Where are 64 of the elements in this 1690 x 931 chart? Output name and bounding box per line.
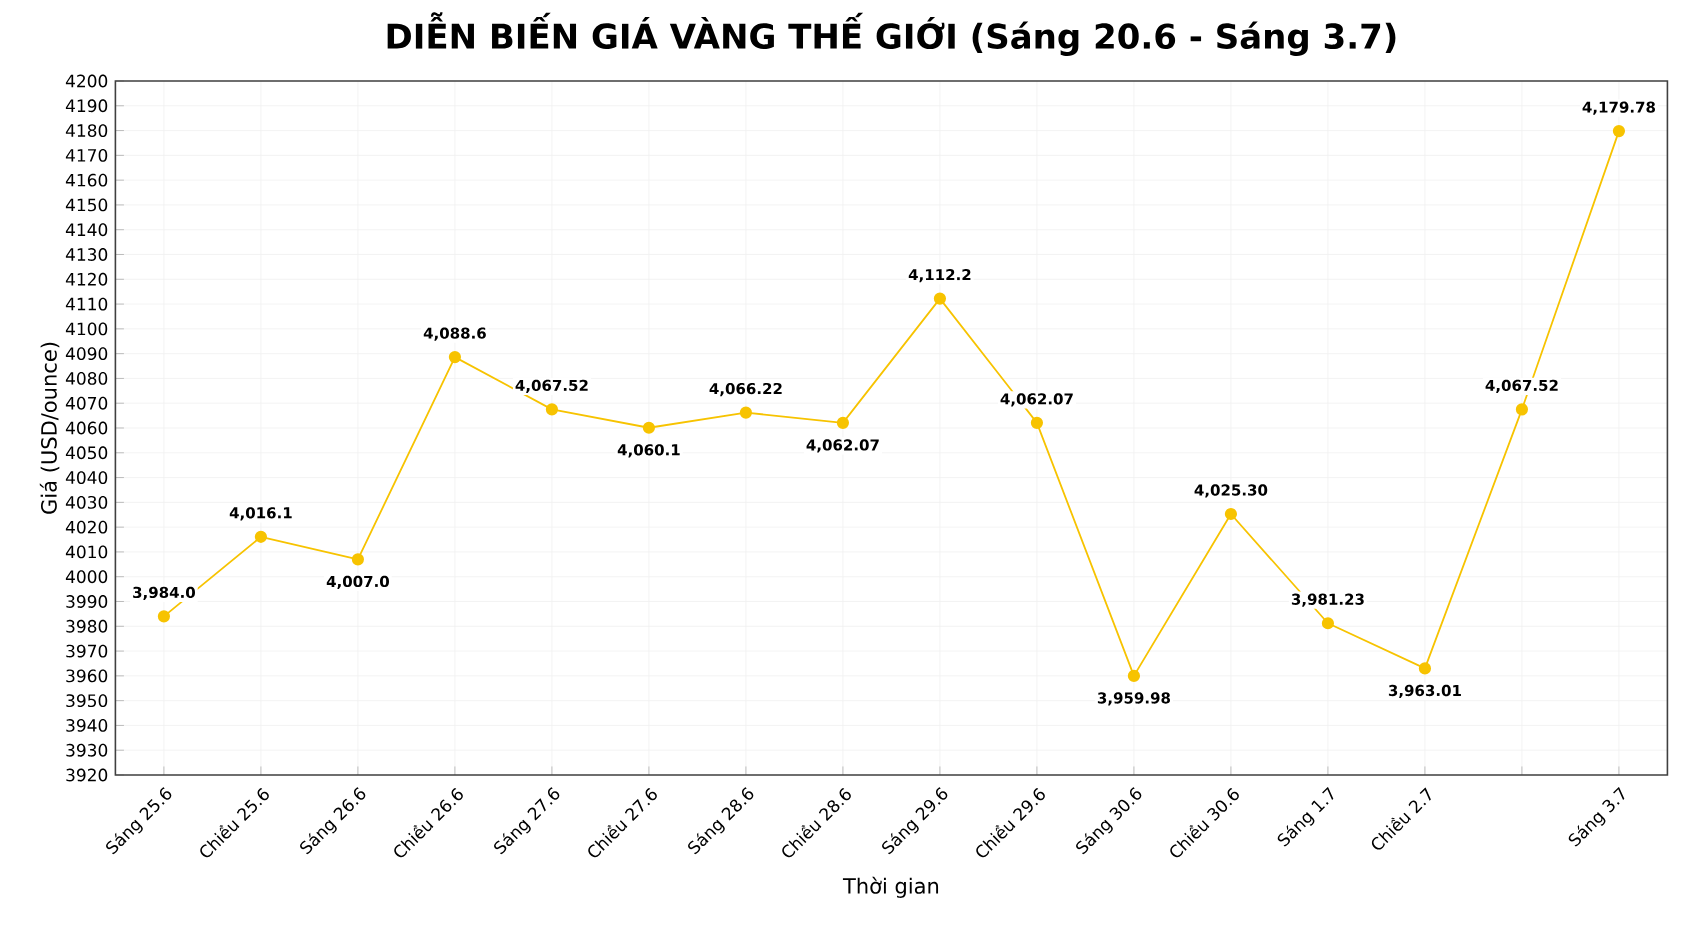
data-label: 4,067.52	[515, 379, 588, 393]
y-tick-label: 3940	[66, 719, 108, 732]
data-label: 4,112.2	[908, 268, 971, 283]
data-label: 3,981.23	[1291, 593, 1364, 607]
y-tick-label: 4100	[65, 322, 108, 336]
y-tick-label: 4010	[65, 545, 108, 559]
data-label: 4,066.22	[709, 382, 782, 397]
point	[1030, 416, 1044, 429]
data-label: 4,062.07	[806, 439, 879, 453]
data-label: 3,959.98	[1097, 692, 1171, 706]
data-label: 4,025.30	[1194, 484, 1268, 498]
data-label: 4,067.52	[1485, 379, 1558, 393]
y-tick-label: 4080	[65, 372, 108, 385]
y-tick-label: 4180	[65, 124, 108, 138]
y-tick-label: 4000	[65, 570, 108, 584]
y-tick-label: 4110	[65, 297, 108, 311]
y-tick-label: 3920	[66, 768, 108, 782]
point	[545, 403, 559, 416]
y-tick-label: 3930	[66, 743, 108, 757]
y-tick-label: 3950	[66, 694, 108, 708]
point	[1515, 403, 1529, 416]
y-tick-label: 3970	[66, 644, 108, 658]
point	[1224, 507, 1238, 521]
point	[642, 421, 656, 434]
y-tick-label: 3980	[66, 619, 108, 633]
y-tick-label: 3990	[66, 595, 108, 608]
y-tick-label: 4160	[65, 173, 108, 187]
y-axis-title: Giá (USD/ounce)	[39, 342, 60, 514]
y-tick-label: 4190	[65, 99, 108, 113]
point	[254, 530, 268, 543]
y-tick-label: 3960	[66, 669, 108, 683]
y-tick-label: 4130	[65, 248, 108, 261]
point	[1321, 617, 1335, 630]
data-label: 4,062.07	[1000, 393, 1073, 407]
y-tick-label: 4040	[65, 471, 108, 485]
point	[1612, 125, 1626, 138]
point	[933, 292, 947, 305]
y-tick-label: 4030	[65, 495, 108, 509]
y-tick-label: 4140	[65, 223, 108, 237]
y-tick-label: 4200	[65, 74, 108, 88]
y-tick-label: 4060	[65, 421, 108, 435]
data-label: 4,179.78	[1582, 101, 1656, 115]
y-tick-label: 4120	[65, 272, 108, 286]
data-label: 4,060.1	[617, 444, 680, 458]
data-label: 4,007.0	[326, 575, 389, 590]
point	[1127, 669, 1141, 683]
data-label: 4,088.6	[423, 327, 486, 341]
data-label: 3,963.01	[1388, 684, 1461, 699]
point	[351, 553, 364, 566]
y-tick-label: 4020	[65, 520, 108, 534]
chart-title: DIỄN BIẾN GIÁ VÀNG THẾ GIỚI (Sáng 20.6 - Sáng 3.7)	[387, 12, 1396, 56]
data-label: 4,016.1	[229, 507, 292, 521]
y-tick-label: 4090	[65, 347, 108, 361]
y-tick-label: 4170	[65, 148, 108, 162]
point	[739, 406, 753, 419]
y-tick-label: 4150	[65, 198, 108, 212]
point	[157, 610, 170, 623]
y-tick-label: 4050	[65, 446, 108, 460]
point	[448, 351, 461, 364]
point	[836, 416, 850, 429]
x-axis-title: Thời gian	[842, 876, 939, 898]
point	[1418, 662, 1432, 675]
data-label: 3,984.0	[133, 586, 195, 600]
y-tick-label: 4070	[65, 396, 108, 410]
